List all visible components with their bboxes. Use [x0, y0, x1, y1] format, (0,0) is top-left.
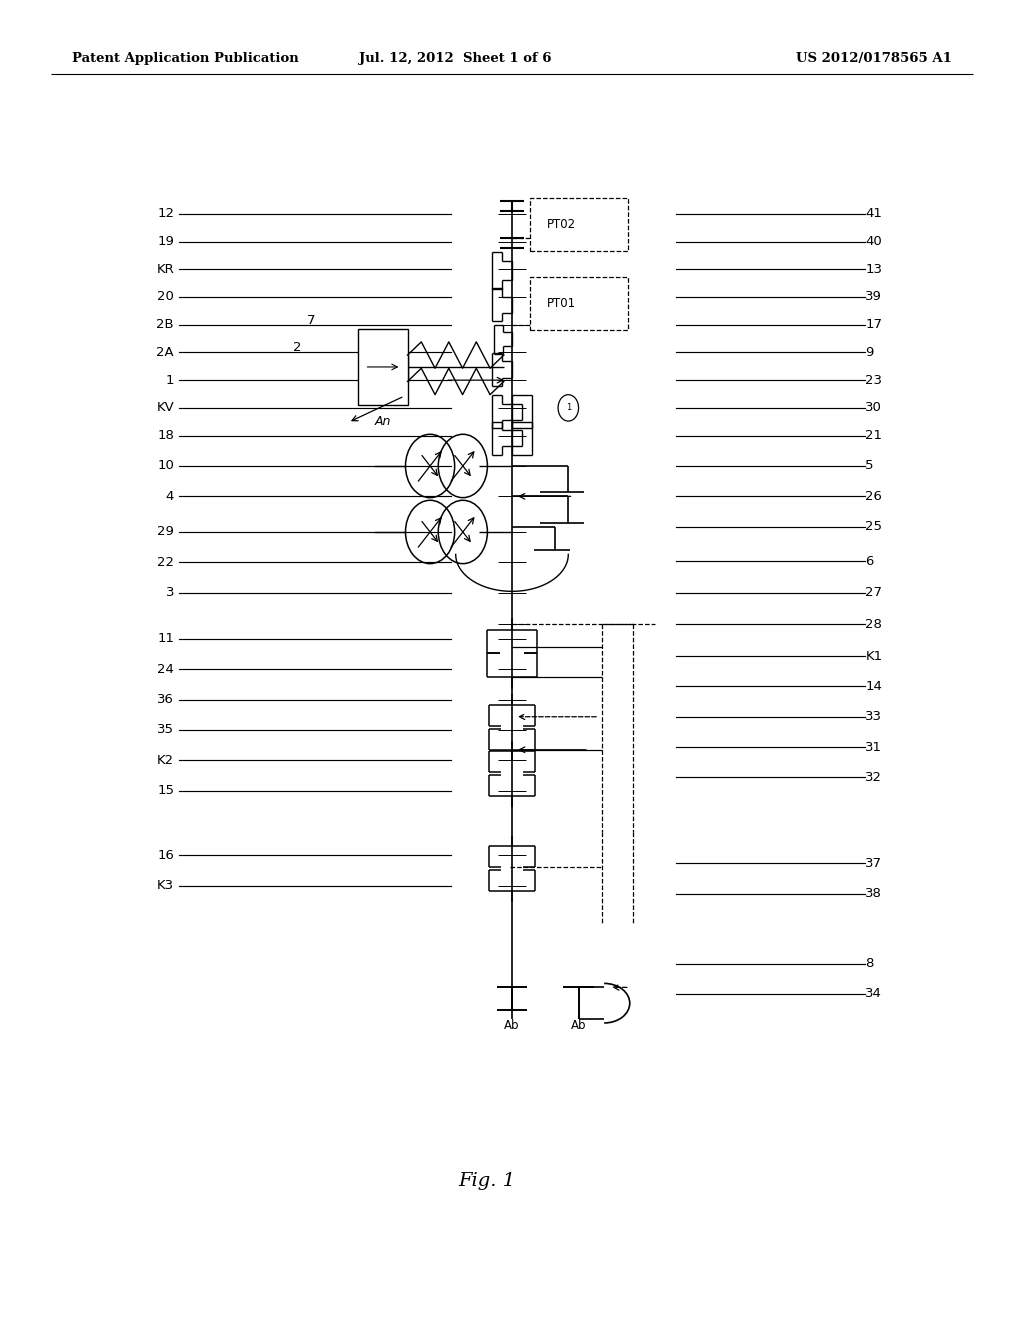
Text: PT02: PT02	[547, 218, 575, 231]
Text: 37: 37	[865, 857, 883, 870]
Bar	[358, 329, 408, 405]
Text: US 2012/0178565 A1: US 2012/0178565 A1	[797, 51, 952, 65]
Text: 31: 31	[865, 741, 883, 754]
Text: 1: 1	[565, 404, 571, 412]
Text: 3: 3	[166, 586, 174, 599]
Text: 6: 6	[865, 554, 873, 568]
Text: K3: K3	[157, 879, 174, 892]
Text: 10: 10	[158, 459, 174, 473]
Text: 13: 13	[865, 263, 883, 276]
Text: 41: 41	[865, 207, 882, 220]
Text: 14: 14	[865, 680, 882, 693]
FancyBboxPatch shape	[530, 277, 628, 330]
Text: Jul. 12, 2012  Sheet 1 of 6: Jul. 12, 2012 Sheet 1 of 6	[359, 51, 552, 65]
Text: 1: 1	[166, 374, 174, 387]
Text: KV: KV	[157, 401, 174, 414]
Text: 26: 26	[865, 490, 882, 503]
Text: An: An	[375, 414, 391, 428]
Text: 15: 15	[157, 784, 174, 797]
Text: 20: 20	[158, 290, 174, 304]
Text: 16: 16	[158, 849, 174, 862]
Text: 11: 11	[157, 632, 174, 645]
Text: 27: 27	[865, 586, 883, 599]
Text: PT01: PT01	[547, 297, 575, 310]
Text: 33: 33	[865, 710, 883, 723]
Text: 17: 17	[865, 318, 883, 331]
Text: 34: 34	[865, 987, 882, 1001]
Text: 9: 9	[865, 346, 873, 359]
Text: 24: 24	[158, 663, 174, 676]
Text: 2: 2	[293, 341, 301, 354]
Text: 2B: 2B	[157, 318, 174, 331]
Text: 39: 39	[865, 290, 882, 304]
Text: 12: 12	[157, 207, 174, 220]
Text: 22: 22	[157, 556, 174, 569]
Text: 21: 21	[865, 429, 883, 442]
Text: Fig. 1: Fig. 1	[458, 1172, 515, 1191]
Text: Ab: Ab	[570, 1019, 587, 1032]
Text: 28: 28	[865, 618, 882, 631]
Text: 29: 29	[158, 525, 174, 539]
Text: 18: 18	[158, 429, 174, 442]
Text: Patent Application Publication: Patent Application Publication	[72, 51, 298, 65]
Text: 2A: 2A	[157, 346, 174, 359]
Text: 38: 38	[865, 887, 882, 900]
Text: 8: 8	[865, 957, 873, 970]
Text: Ab: Ab	[504, 1019, 520, 1032]
Text: 19: 19	[158, 235, 174, 248]
Text: 35: 35	[157, 723, 174, 737]
Text: 30: 30	[865, 401, 882, 414]
Text: 5: 5	[865, 459, 873, 473]
Text: K2: K2	[157, 754, 174, 767]
Text: 36: 36	[158, 693, 174, 706]
Text: 32: 32	[865, 771, 883, 784]
Text: 40: 40	[865, 235, 882, 248]
Text: 4: 4	[166, 490, 174, 503]
Text: K1: K1	[865, 649, 883, 663]
Text: KR: KR	[157, 263, 174, 276]
FancyBboxPatch shape	[530, 198, 628, 251]
Text: 25: 25	[865, 520, 883, 533]
Text: 23: 23	[865, 374, 883, 387]
Text: 7: 7	[307, 314, 315, 327]
